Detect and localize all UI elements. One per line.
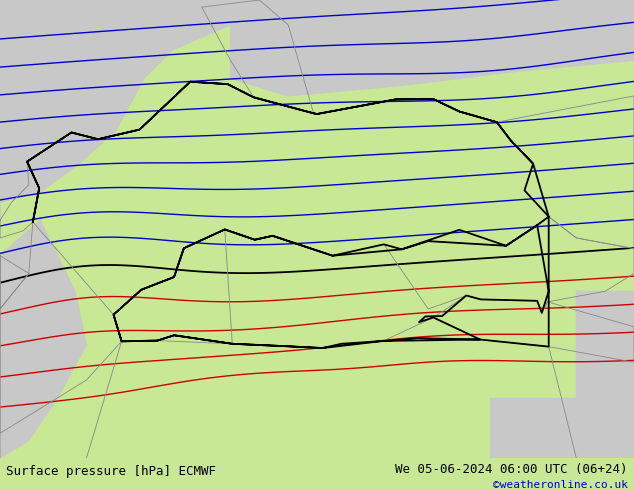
Text: ©weatheronline.co.uk: ©weatheronline.co.uk — [493, 480, 628, 490]
Text: Surface pressure [hPa] ECMWF: Surface pressure [hPa] ECMWF — [6, 465, 216, 478]
Polygon shape — [0, 0, 231, 238]
Polygon shape — [576, 291, 634, 458]
Polygon shape — [0, 0, 634, 96]
Text: We 05-06-2024 06:00 UTC (06+24): We 05-06-2024 06:00 UTC (06+24) — [395, 463, 628, 476]
Polygon shape — [0, 220, 86, 458]
Polygon shape — [490, 398, 634, 458]
